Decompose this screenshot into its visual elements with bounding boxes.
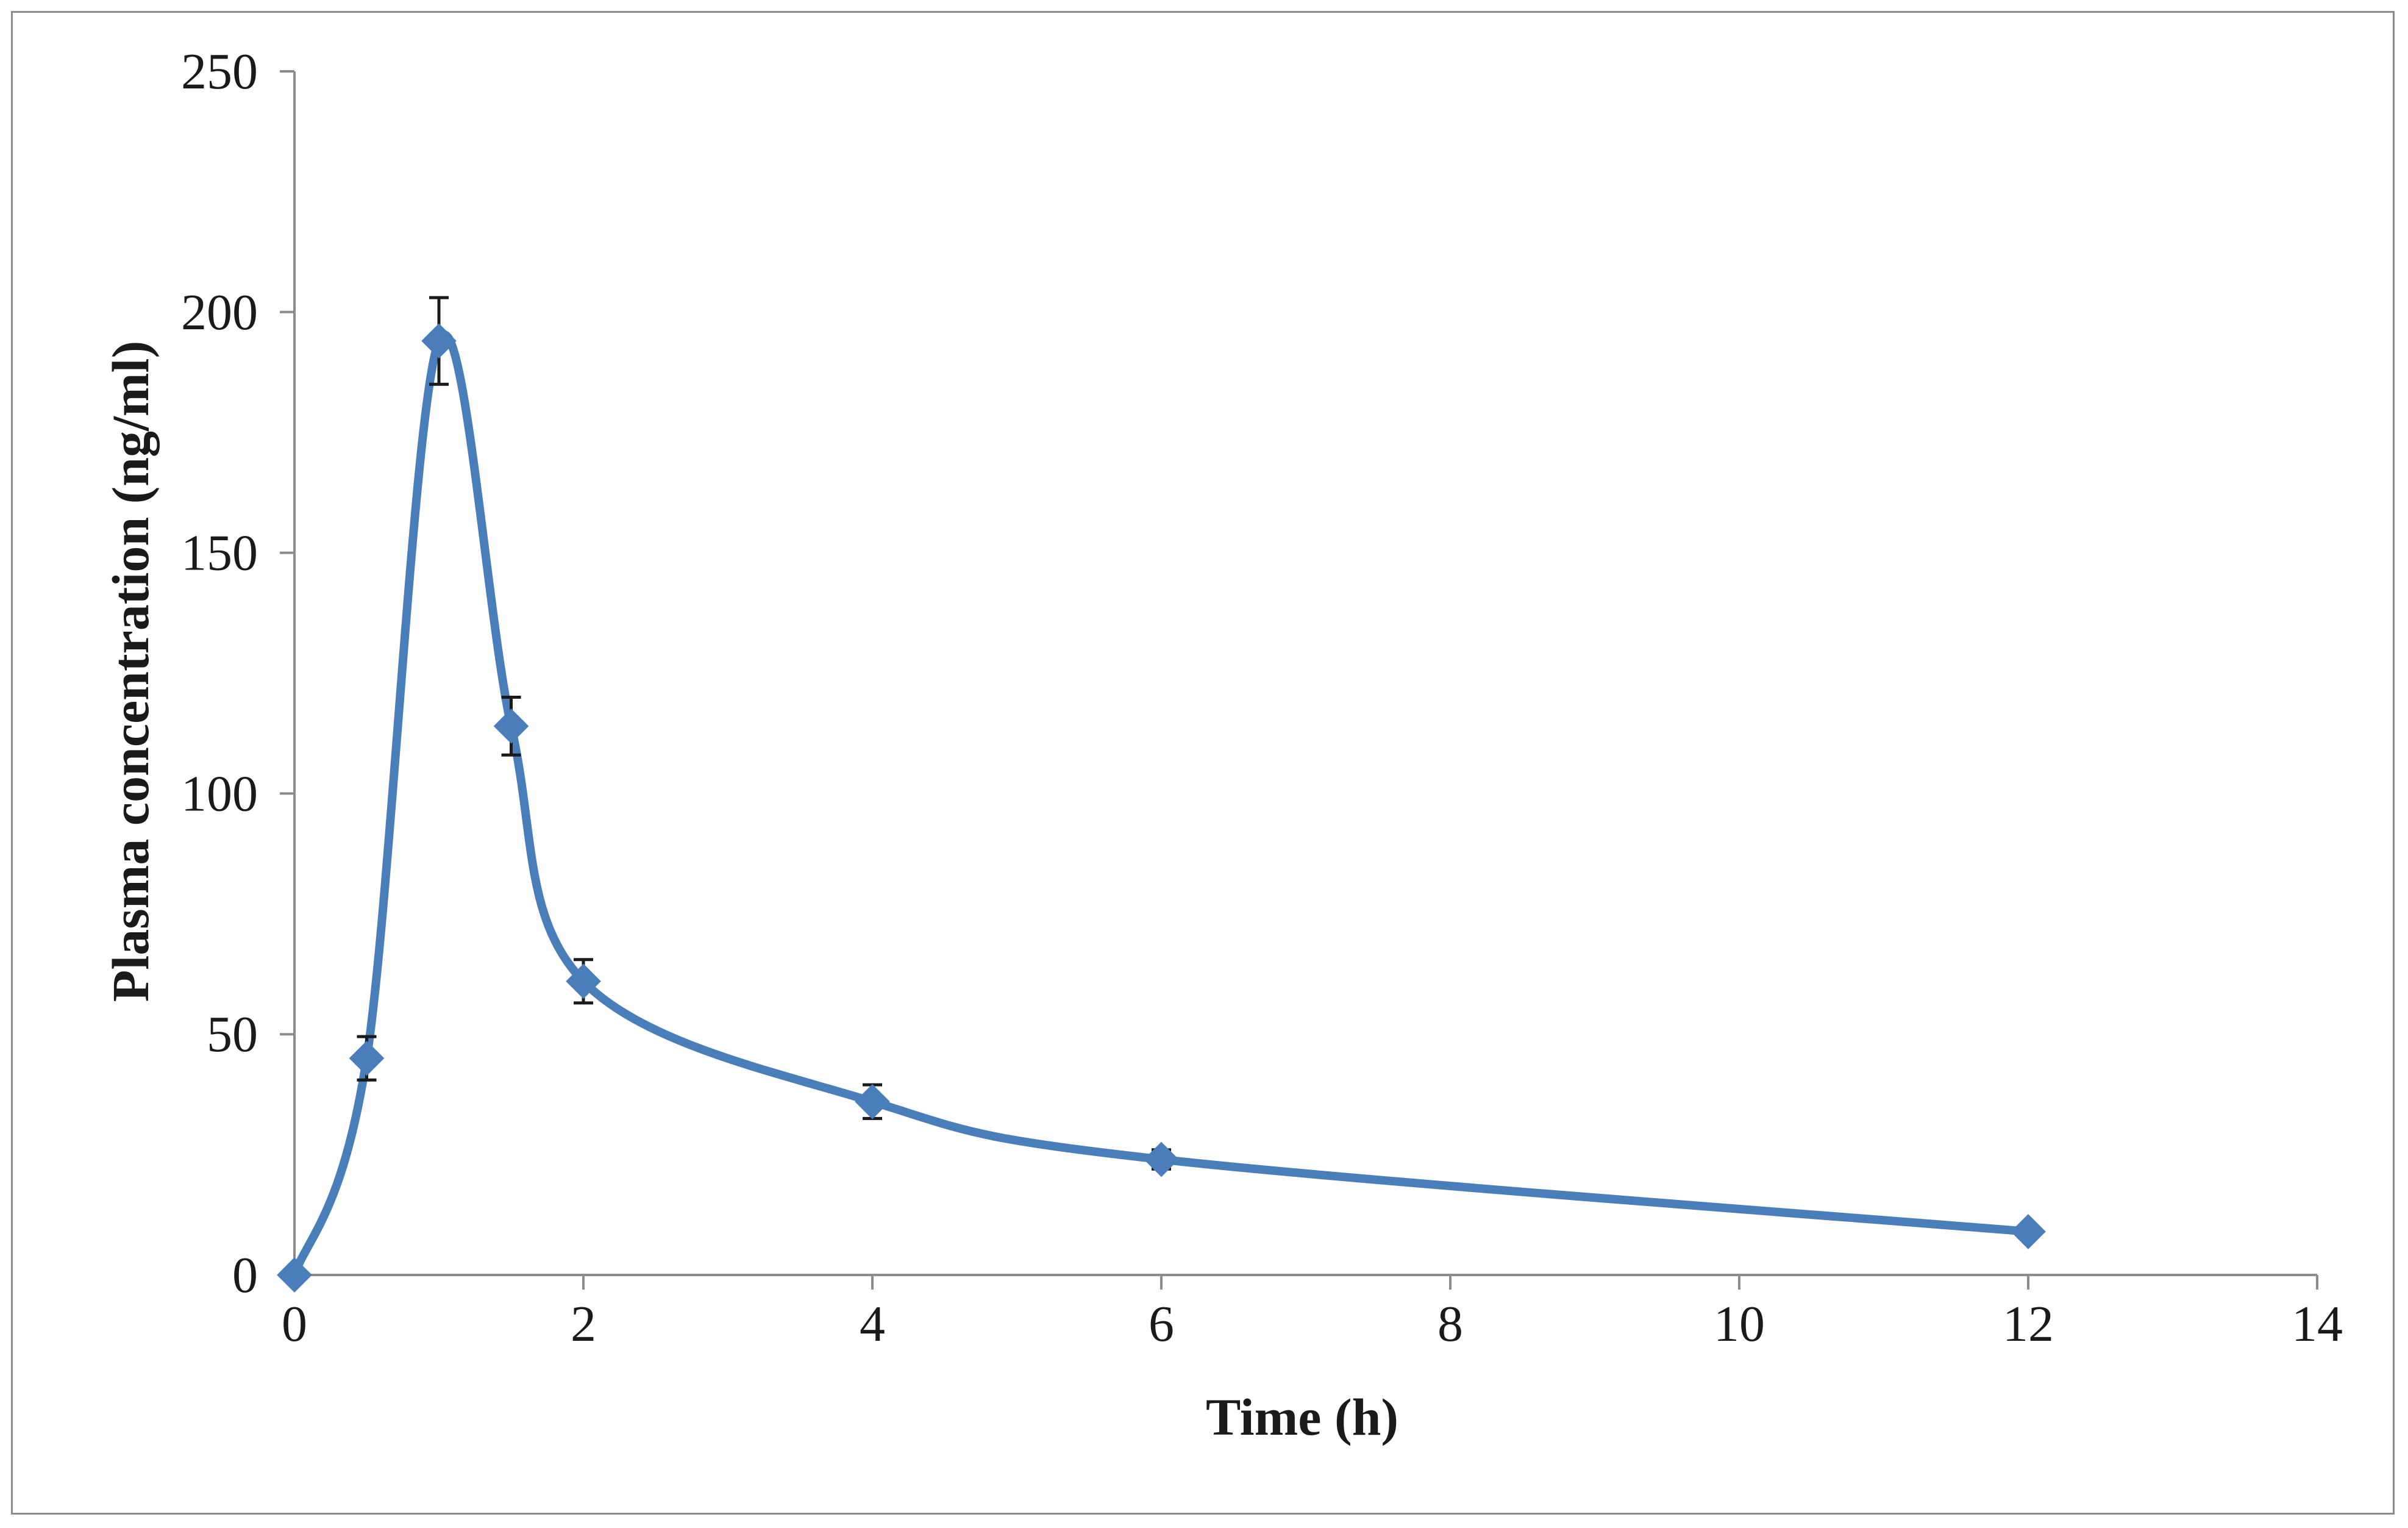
chart-frame: 0 50 100 150 200 250 0 2 4 6 8 10 12 14 Time (h) Plas… [11, 11, 2395, 1515]
data-point-marker [855, 1084, 890, 1119]
y-tick-label: 100 [181, 765, 258, 822]
x-tick-label: 10 [1714, 1296, 1765, 1352]
data-point-marker [1144, 1141, 1179, 1177]
data-point-marker [493, 709, 529, 744]
data-point-marker [349, 1040, 385, 1076]
y-tick-label: 200 [181, 284, 258, 341]
y-axis-title: Plasma concentration (ng/ml) [101, 341, 160, 1002]
data-point-marker [2011, 1214, 2046, 1249]
x-axis-title: Time (h) [1206, 1388, 1398, 1446]
x-tick-label: 0 [282, 1296, 307, 1352]
line-chart: 0 50 100 150 200 250 0 2 4 6 8 10 12 14 Time (h) Plas… [101, 43, 2343, 1446]
axes: 0 50 100 150 200 250 0 2 4 6 8 10 12 14 [181, 43, 2343, 1352]
x-tick-label: 12 [2003, 1296, 2054, 1352]
y-tick-label: 250 [181, 43, 258, 100]
x-tick-label: 2 [571, 1296, 596, 1352]
data-point-marker [421, 323, 457, 359]
x-tick-label: 6 [1149, 1296, 1174, 1352]
x-tick-label: 14 [2292, 1296, 2343, 1352]
y-tick-label: 150 [181, 525, 258, 582]
series-layer [277, 296, 2046, 1293]
x-tick-label: 4 [860, 1296, 885, 1352]
y-tick-label: 0 [232, 1247, 258, 1304]
labels: Time (h) Plasma concentration (ng/ml) [101, 341, 1398, 1446]
x-tick-label: 8 [1437, 1296, 1463, 1352]
data-point-marker [277, 1257, 312, 1293]
data-point-marker [566, 963, 601, 999]
y-tick-label: 50 [207, 1006, 258, 1063]
series-line [290, 330, 2032, 1279]
